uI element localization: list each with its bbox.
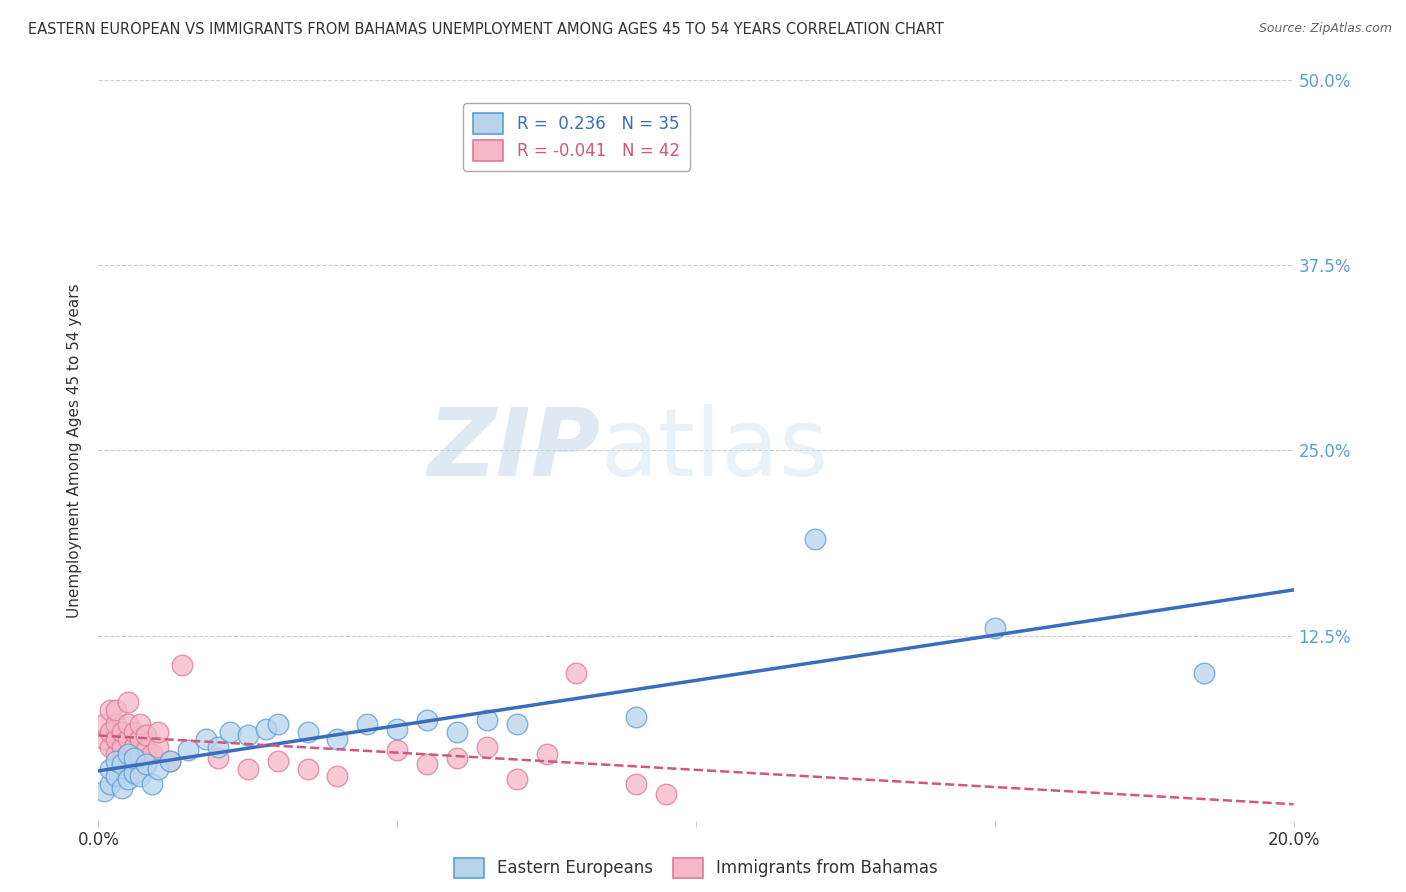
Point [117, 732, 139, 747]
Point [105, 717, 128, 731]
Point [326, 769, 349, 783]
Text: EASTERN EUROPEAN VS IMMIGRANTS FROM BAHAMAS UNEMPLOYMENT AMONG AGES 45 TO 54 YEA: EASTERN EUROPEAN VS IMMIGRANTS FROM BAHA… [28, 22, 943, 37]
Point [236, 728, 259, 742]
Point [148, 739, 170, 754]
Point [267, 717, 290, 731]
Point [105, 769, 128, 783]
Point [236, 762, 259, 776]
Point [111, 780, 134, 795]
Y-axis label: Unemployment Among Ages 45 to 54 years: Unemployment Among Ages 45 to 54 years [67, 283, 83, 618]
Point [506, 772, 529, 787]
Point [124, 766, 146, 780]
Point [267, 755, 290, 769]
Point [506, 717, 529, 731]
Point [254, 722, 277, 736]
Point [446, 724, 468, 739]
Point [141, 776, 163, 791]
Point [475, 713, 498, 727]
Point [105, 747, 128, 761]
Point [1192, 665, 1215, 680]
Point [111, 757, 134, 772]
Point [148, 724, 170, 739]
Point [100, 739, 122, 754]
Point [135, 757, 157, 772]
Point [117, 772, 139, 787]
Point [93, 784, 115, 798]
Point [105, 703, 128, 717]
Point [105, 755, 128, 769]
Point [984, 621, 1007, 635]
Point [129, 769, 152, 783]
Point [326, 732, 349, 747]
Point [416, 757, 439, 772]
Point [177, 742, 200, 756]
Point [135, 742, 157, 756]
Point [93, 732, 115, 747]
Point [124, 724, 146, 739]
Point [297, 762, 319, 776]
Point [141, 747, 163, 761]
Point [446, 751, 468, 765]
Point [129, 717, 152, 731]
Point [195, 732, 218, 747]
Legend: Eastern Europeans, Immigrants from Bahamas: Eastern Europeans, Immigrants from Baham… [446, 849, 946, 887]
Point [117, 695, 139, 709]
Point [124, 751, 146, 765]
Point [416, 713, 439, 727]
Point [129, 747, 152, 761]
Text: Source: ZipAtlas.com: Source: ZipAtlas.com [1258, 22, 1392, 36]
Point [129, 732, 152, 747]
Point [100, 703, 122, 717]
Point [172, 658, 194, 673]
Point [385, 742, 409, 756]
Point [124, 739, 146, 754]
Point [804, 533, 827, 547]
Point [207, 739, 229, 754]
Point [207, 751, 229, 765]
Point [117, 747, 139, 761]
Point [93, 717, 115, 731]
Point [297, 724, 319, 739]
Point [356, 717, 378, 731]
Point [105, 732, 128, 747]
Point [536, 747, 558, 761]
Point [117, 747, 139, 761]
Point [117, 717, 139, 731]
Point [159, 755, 181, 769]
Point [111, 724, 134, 739]
Point [626, 776, 648, 791]
Point [565, 665, 588, 680]
Point [111, 755, 134, 769]
Point [100, 724, 122, 739]
Point [626, 710, 648, 724]
Point [475, 739, 498, 754]
Text: atlas: atlas [600, 404, 828, 497]
Point [219, 724, 242, 739]
Point [100, 762, 122, 776]
Point [135, 728, 157, 742]
Point [385, 722, 409, 736]
Point [111, 739, 134, 754]
Point [100, 776, 122, 791]
Text: ZIP: ZIP [427, 404, 600, 497]
Point [159, 755, 181, 769]
Point [655, 787, 678, 801]
Point [148, 762, 170, 776]
